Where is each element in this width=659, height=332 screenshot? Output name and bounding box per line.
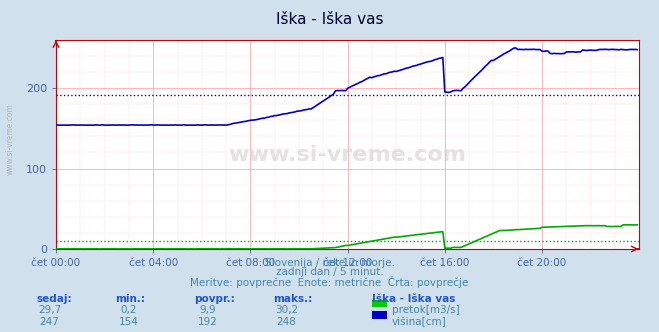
Text: 248: 248 bbox=[277, 317, 297, 327]
Text: višina[cm]: višina[cm] bbox=[392, 317, 447, 327]
Text: www.si-vreme.com: www.si-vreme.com bbox=[5, 104, 14, 175]
Text: 247: 247 bbox=[40, 317, 59, 327]
Text: www.si-vreme.com: www.si-vreme.com bbox=[229, 145, 467, 165]
Text: Slovenija / reke in morje.: Slovenija / reke in morje. bbox=[264, 258, 395, 268]
Text: 29,7: 29,7 bbox=[38, 305, 61, 315]
Text: min.:: min.: bbox=[115, 294, 146, 304]
Text: maks.:: maks.: bbox=[273, 294, 313, 304]
Text: povpr.:: povpr.: bbox=[194, 294, 235, 304]
Text: 192: 192 bbox=[198, 317, 217, 327]
Text: Iška - Iška vas: Iška - Iška vas bbox=[275, 12, 384, 27]
Text: Iška - Iška vas: Iška - Iška vas bbox=[372, 294, 456, 304]
Text: pretok[m3/s]: pretok[m3/s] bbox=[392, 305, 460, 315]
Text: Meritve: povprečne  Enote: metrične  Črta: povprečje: Meritve: povprečne Enote: metrične Črta:… bbox=[190, 276, 469, 288]
Text: 30,2: 30,2 bbox=[275, 305, 299, 315]
Text: 154: 154 bbox=[119, 317, 138, 327]
Text: 0,2: 0,2 bbox=[120, 305, 137, 315]
Text: sedaj:: sedaj: bbox=[36, 294, 72, 304]
Text: 9,9: 9,9 bbox=[199, 305, 216, 315]
Text: zadnji dan / 5 minut.: zadnji dan / 5 minut. bbox=[275, 267, 384, 277]
